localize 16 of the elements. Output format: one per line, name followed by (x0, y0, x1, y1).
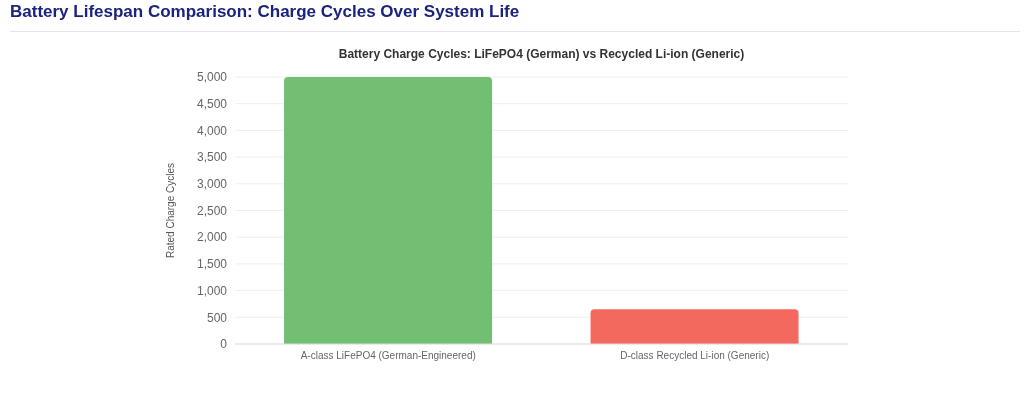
y-tick-label: 2,000 (196, 230, 228, 245)
x-tick-label: A-class LiFePO4 (German-Engineered) (300, 350, 476, 362)
y-tick-label: 500 (206, 310, 228, 325)
chart-title: Battery Lifespan Comparison: Charge Cycles Over System Life (10, 2, 520, 22)
y-tick-label: 1,000 (196, 283, 228, 298)
y-tick-label: 2,500 (196, 203, 228, 218)
y-tick-label: 1,500 (196, 257, 228, 272)
y-tick-label: 0 (220, 337, 228, 352)
y-tick-label: 3,000 (196, 177, 228, 192)
y-tick-label: 4,000 (196, 123, 228, 138)
y-tick-label: 4,500 (196, 96, 228, 111)
chart-subtitle: Battery Charge Cycles: LiFePO4 (German) vs Recycled Li-ion (Generic) (337, 47, 746, 61)
y-axis-title: Rated Charge Cycles (164, 162, 176, 259)
x-tick-label: D-class Recycled Li-ion (Generic) (620, 350, 770, 362)
y-tick-label: 3,500 (196, 150, 228, 165)
y-tick-label: 5,000 (196, 70, 228, 85)
